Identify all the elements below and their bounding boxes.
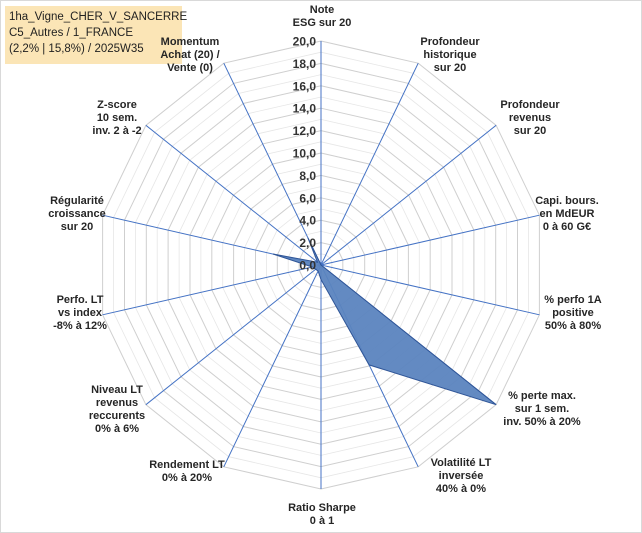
asset-info-box: 1ha_Vigne_CHER_V_SANCERRE C5_Autres / 1_… <box>5 6 188 64</box>
asset-name: 1ha_Vigne_CHER_V_SANCERRE <box>9 11 188 23</box>
asset-stats: (2,2% | 15,8%) / 2025W35 <box>9 43 144 55</box>
asset-category: C5_Autres / 1_FRANCE <box>9 27 133 39</box>
